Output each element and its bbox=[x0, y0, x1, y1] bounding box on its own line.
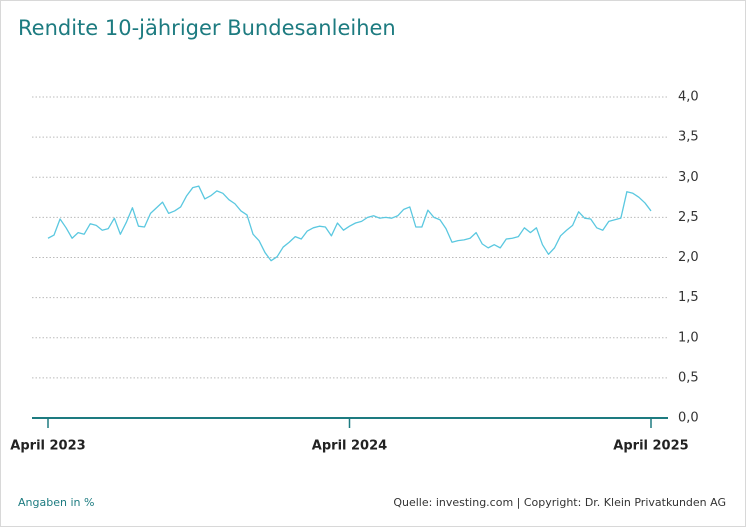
y-tick-label: 1,5 bbox=[678, 290, 699, 305]
y-tick-label: 0,0 bbox=[678, 411, 699, 426]
x-tick-label: April 2023 bbox=[10, 439, 85, 454]
y-tick-label: 3,5 bbox=[678, 130, 699, 145]
x-tick-label: April 2024 bbox=[312, 439, 387, 454]
y-tick-label: 2,0 bbox=[678, 250, 699, 265]
data-line bbox=[47, 185, 652, 262]
y-tick-label: 4,0 bbox=[678, 90, 699, 105]
y-tick-label: 2,5 bbox=[678, 210, 699, 225]
source: Quelle: investing.com | Copyright: Dr. K… bbox=[393, 496, 726, 509]
x-tick-label: April 2025 bbox=[613, 439, 688, 454]
chart-title: Rendite 10-jähriger Bundesanleihen bbox=[18, 16, 396, 40]
y-tick-label: 1,0 bbox=[678, 330, 699, 345]
y-tick-label: 3,0 bbox=[678, 170, 699, 185]
y-tick-label: 0,5 bbox=[678, 370, 699, 385]
subtitle: Angaben in % bbox=[18, 496, 94, 509]
